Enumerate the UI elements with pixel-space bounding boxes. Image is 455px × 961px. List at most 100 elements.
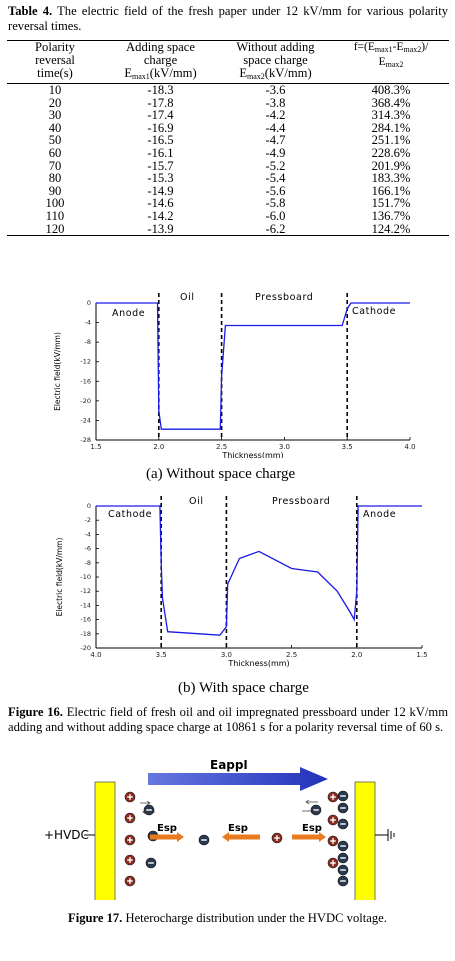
figure16-caption-label: Figure 16. xyxy=(8,705,63,719)
esp-label: Esp xyxy=(157,823,177,834)
table-cell: -15.7 xyxy=(147,158,174,173)
table-cell: -3.6 xyxy=(265,83,286,97)
figure17-diagram: +HVDC Eappl Esp Esp Esp xyxy=(44,760,395,900)
table-row: 70 -15.7 -5.2 201.9% xyxy=(7,158,449,173)
table-cell: 228.6% xyxy=(371,145,411,160)
x-tick-label: 3.5 xyxy=(156,651,167,659)
table-cell: 70 xyxy=(48,158,62,173)
y-tick-label: -4 xyxy=(85,319,91,327)
small-arrow-head xyxy=(305,799,310,805)
small-arrow-head xyxy=(146,800,151,806)
esp-arrow xyxy=(292,832,326,842)
table-cell: 284.1% xyxy=(371,120,411,135)
right-electrode xyxy=(354,781,376,900)
table4-header-f: f=(Emax1-Emax2)/Emax2 xyxy=(333,40,449,84)
table-row: 110 -14.2 -6.0 136.7% xyxy=(7,210,449,223)
table-cell: -17.8 xyxy=(147,95,174,110)
table-cell: -18.3 xyxy=(147,83,174,97)
table4-header-adding: Adding space charge Emax1(kV/mm) xyxy=(103,40,218,84)
table-cell: 124.2% xyxy=(333,222,449,237)
table-cell: 30 xyxy=(48,108,62,123)
table-row: 120 -13.9 -6.2 124.2% xyxy=(7,222,449,237)
table4-header-row: Polarity reversal time(s) Adding space char… xyxy=(7,40,449,84)
table4-caption-label: Table 4. xyxy=(8,4,53,18)
table-cell: 60 xyxy=(48,145,62,160)
table-row: 100 -14.6 -5.8 151.7% xyxy=(7,197,449,210)
small-arrow-head xyxy=(142,809,147,815)
eappl-label: Eappl xyxy=(210,760,248,772)
y-tick-label: -18 xyxy=(80,630,91,638)
table-cell: 166.1% xyxy=(371,183,411,198)
figure17-caption: Figure 17. Heterocharge distribution und… xyxy=(68,911,448,926)
chart-a-subcaption: (a) Without space charge xyxy=(146,466,296,482)
chart-b-subcaption: (b) With space charge xyxy=(178,680,309,696)
table-cell: -4.4 xyxy=(265,120,286,135)
table-row: 80 -15.3 -5.4 183.3% xyxy=(7,172,449,185)
x-axis-label: Thickness(mm) xyxy=(221,451,283,458)
x-tick-label: 1.5 xyxy=(90,443,101,451)
table4-caption-text: The electric field of the fresh paper un… xyxy=(8,4,448,33)
figure16-caption: Figure 16. Electric field of fresh oil a… xyxy=(8,705,448,735)
series-line xyxy=(96,302,410,430)
table-cell: 314.3% xyxy=(371,108,411,123)
y-tick-label: -4 xyxy=(85,530,91,538)
x-tick-label: 3.0 xyxy=(221,651,232,659)
x-tick-label: 1.5 xyxy=(416,651,427,659)
region-label: Pressboard xyxy=(272,496,330,507)
table-cell: 183.3% xyxy=(371,171,411,186)
esp-arrow xyxy=(222,832,260,842)
x-tick-label: 2.0 xyxy=(153,443,164,451)
y-tick-label: -20 xyxy=(80,644,91,652)
table-cell: -4.2 xyxy=(265,108,286,123)
y-tick-label: -6 xyxy=(85,545,91,553)
table4: Polarity reversal time(s) Adding space char… xyxy=(7,40,449,237)
table-cell: -5.8 xyxy=(265,196,286,211)
table-row: 50 -16.5 -4.7 251.1% xyxy=(7,134,449,147)
region-label: Oil xyxy=(180,292,195,303)
table-cell: -16.1 xyxy=(147,145,174,160)
x-tick-label: 2.5 xyxy=(286,651,297,659)
table-cell: 408.3% xyxy=(371,83,411,97)
region-label: Pressboard xyxy=(255,292,313,303)
table-row: 20 -17.8 -3.8 368.4% xyxy=(7,95,449,110)
region-label: Cathode xyxy=(108,509,152,520)
table-cell: 10 xyxy=(48,83,62,97)
figure17-caption-text: Heterocharge distribution under the HVDC… xyxy=(122,911,387,925)
y-tick-label: -12 xyxy=(80,587,91,595)
table-row: 30 -17.4 -4.2 314.3% xyxy=(7,109,449,122)
figure16-caption-text: Electric field of fresh oil and oil impr… xyxy=(8,705,448,734)
y-axis-label: Electric field(kV/mm) xyxy=(53,332,62,411)
table-cell: -4.9 xyxy=(265,145,286,160)
small-arrow-head xyxy=(310,808,315,814)
table-cell: -14.2 xyxy=(147,208,174,223)
x-tick-label: 2.0 xyxy=(351,651,362,659)
y-tick-label: 0 xyxy=(87,502,91,510)
table-cell: 136.7% xyxy=(371,208,411,223)
table-cell: -3.8 xyxy=(265,95,286,110)
table-cell: -13.9 xyxy=(103,222,218,237)
table-cell: -5.4 xyxy=(265,171,286,186)
y-tick-label: -16 xyxy=(80,616,91,624)
table-row: 90 -14.9 -5.6 166.1% xyxy=(7,185,449,198)
left-electrode xyxy=(94,781,116,900)
region-label: Cathode xyxy=(352,306,396,317)
table-cell: -5.6 xyxy=(265,183,286,198)
table-cell: 110 xyxy=(45,208,65,223)
table-cell: -6.0 xyxy=(265,208,286,223)
table4-header-without: Without adding space charge Emax2(kV/mm) xyxy=(218,40,333,84)
y-tick-label: -12 xyxy=(80,358,91,366)
y-tick-label: 0 xyxy=(87,299,91,307)
table-cell: -15.3 xyxy=(147,171,174,186)
table-cell: -14.9 xyxy=(147,183,174,198)
table4-caption: Table 4. The electric field of the fresh… xyxy=(8,4,448,34)
table-cell: 120 xyxy=(7,222,103,237)
table-cell: -14.6 xyxy=(147,196,174,211)
table-cell: -5.2 xyxy=(265,158,286,173)
table-cell: 80 xyxy=(48,171,62,186)
table-cell: 100 xyxy=(45,196,65,211)
table4-header-polarity: Polarity reversal time(s) xyxy=(7,40,103,84)
x-tick-label: 3.0 xyxy=(279,443,290,451)
table-row: 10 -18.3 -3.6 408.3% xyxy=(7,84,449,97)
table-row: 40 -16.9 -4.4 284.1% xyxy=(7,122,449,135)
table-cell: 368.4% xyxy=(371,95,411,110)
